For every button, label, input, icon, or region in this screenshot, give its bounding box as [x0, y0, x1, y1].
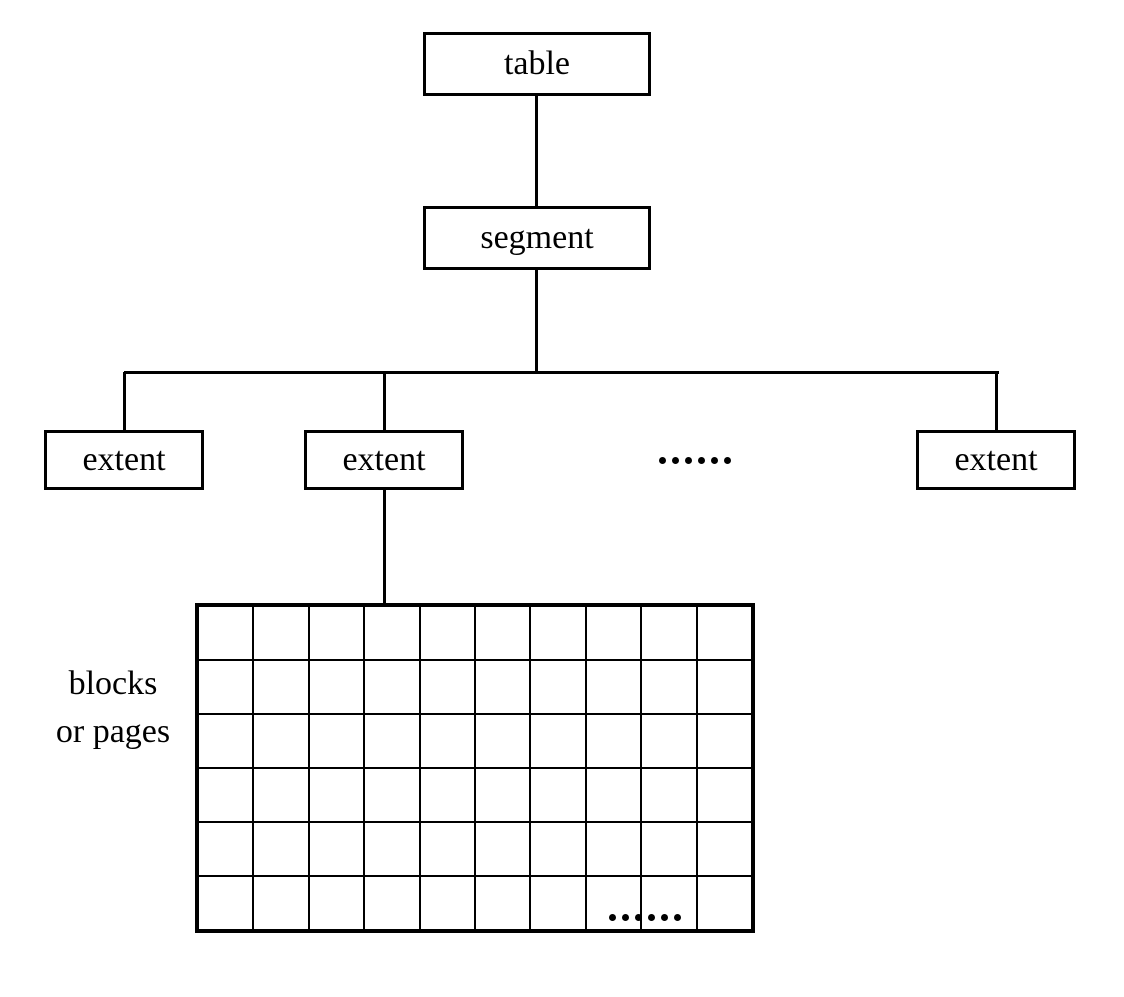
edge-segment-down — [535, 270, 538, 372]
block-cell — [198, 714, 253, 768]
node-extent-3: extent — [916, 430, 1076, 490]
label-blocks-or-pages: blocks or pages — [28, 660, 198, 756]
block-cell — [697, 714, 752, 768]
block-cell — [641, 876, 696, 930]
block-cell — [530, 822, 585, 876]
block-cell — [420, 714, 475, 768]
block-cell — [530, 714, 585, 768]
block-cell — [253, 768, 308, 822]
block-cell — [309, 876, 364, 930]
dot — [698, 457, 705, 464]
node-extent-2-label: extent — [342, 441, 425, 479]
block-cell — [530, 660, 585, 714]
block-cell — [475, 714, 530, 768]
block-cell — [309, 714, 364, 768]
block-cell — [198, 768, 253, 822]
block-cell — [253, 606, 308, 660]
block-cell — [697, 822, 752, 876]
block-cell — [641, 606, 696, 660]
block-cell — [309, 768, 364, 822]
block-cell — [586, 822, 641, 876]
dot — [711, 457, 718, 464]
block-cell — [253, 714, 308, 768]
diagram-canvas: table segment extent extent extent block… — [0, 0, 1124, 997]
block-cell — [697, 606, 752, 660]
block-cell — [253, 822, 308, 876]
dot — [672, 457, 679, 464]
block-cell — [697, 876, 752, 930]
block-cell — [198, 822, 253, 876]
node-segment: segment — [423, 206, 651, 270]
block-cell — [198, 876, 253, 930]
block-cell — [198, 660, 253, 714]
dot — [724, 457, 731, 464]
block-cell — [586, 660, 641, 714]
dot — [659, 457, 666, 464]
block-cell — [697, 768, 752, 822]
node-extent-1: extent — [44, 430, 204, 490]
block-cell — [586, 606, 641, 660]
label-blocks-line1: blocks — [28, 660, 198, 708]
node-table: table — [423, 32, 651, 96]
block-cell — [364, 876, 419, 930]
ellipsis-extents — [635, 450, 755, 470]
block-cell — [420, 768, 475, 822]
block-cell — [253, 876, 308, 930]
block-cell — [641, 660, 696, 714]
block-cell — [198, 606, 253, 660]
block-cell — [586, 876, 641, 930]
block-cell — [420, 822, 475, 876]
block-cell — [697, 660, 752, 714]
label-blocks-line2: or pages — [28, 708, 198, 756]
blocks-grid — [195, 603, 755, 933]
block-cell — [475, 822, 530, 876]
node-extent-1-label: extent — [82, 441, 165, 479]
block-cell — [420, 606, 475, 660]
block-cell — [364, 822, 419, 876]
block-cell — [586, 714, 641, 768]
block-cell — [530, 606, 585, 660]
block-cell — [253, 660, 308, 714]
node-segment-label: segment — [480, 219, 593, 257]
block-cell — [364, 768, 419, 822]
block-cell — [641, 714, 696, 768]
edge-drop-extent-2 — [383, 372, 386, 430]
node-extent-2: extent — [304, 430, 464, 490]
block-cell — [475, 876, 530, 930]
block-cell — [530, 876, 585, 930]
block-cell — [364, 606, 419, 660]
block-cell — [530, 768, 585, 822]
node-extent-3-label: extent — [954, 441, 1037, 479]
block-cell — [586, 768, 641, 822]
edge-table-to-segment — [535, 96, 538, 206]
block-cell — [641, 768, 696, 822]
block-cell — [309, 822, 364, 876]
block-cell — [364, 714, 419, 768]
block-cell — [475, 606, 530, 660]
block-cell — [420, 660, 475, 714]
block-cell — [475, 660, 530, 714]
edge-horizontal-bar — [124, 371, 999, 374]
edge-drop-extent-1 — [123, 372, 126, 430]
block-cell — [309, 660, 364, 714]
block-cell — [364, 660, 419, 714]
node-table-label: table — [504, 45, 570, 83]
dot — [685, 457, 692, 464]
block-cell — [475, 768, 530, 822]
block-cell — [641, 822, 696, 876]
edge-drop-extent-3 — [995, 372, 998, 430]
edge-extent-2-to-grid — [383, 490, 386, 603]
block-cell — [309, 606, 364, 660]
block-cell — [420, 876, 475, 930]
